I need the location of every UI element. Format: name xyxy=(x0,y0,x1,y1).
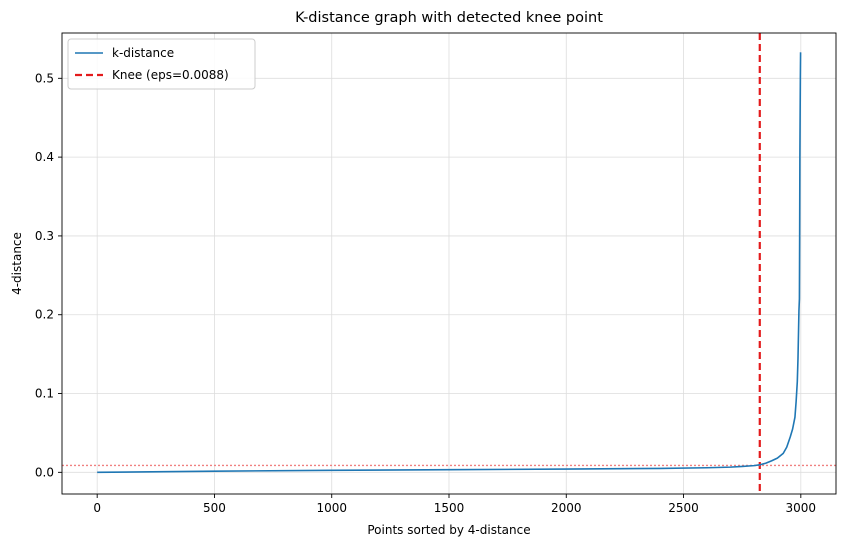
y-tick-label: 0.1 xyxy=(35,387,54,401)
x-tick-label: 0 xyxy=(93,501,101,515)
legend-box xyxy=(67,38,256,90)
x-tick-label: 3000 xyxy=(786,501,817,515)
chart-title: K-distance graph with detected knee poin… xyxy=(295,10,603,26)
y-tick-label: 0.0 xyxy=(35,465,54,479)
y-tick-label: 0.3 xyxy=(35,229,54,243)
x-axis-label: Points sorted by 4-distance xyxy=(367,523,530,537)
series-line-k-distance xyxy=(97,52,802,474)
legend: k-distance Knee (eps=0.0088) xyxy=(67,38,256,90)
x-axis-ticks: 0 500 1000 1500 2000 2500 3000 xyxy=(93,494,816,515)
legend-label-knee: Knee (eps=0.0088) xyxy=(112,68,229,82)
x-tick-label: 2500 xyxy=(668,501,699,515)
y-axis-ticks: 0.0 0.1 0.2 0.3 0.4 0.5 xyxy=(35,71,62,479)
y-tick-label: 0.2 xyxy=(35,308,54,322)
y-tick-label: 0.5 xyxy=(35,71,54,85)
x-tick-label: 500 xyxy=(203,501,226,515)
x-tick-label: 1000 xyxy=(316,501,347,515)
reference-lines xyxy=(62,33,836,494)
series xyxy=(97,52,802,474)
legend-label-k-distance: k-distance xyxy=(112,46,174,60)
y-axis-label: 4-distance xyxy=(10,232,24,295)
x-tick-label: 2000 xyxy=(551,501,582,515)
y-tick-label: 0.4 xyxy=(35,150,54,164)
x-tick-label: 1500 xyxy=(434,501,465,515)
grid xyxy=(62,33,836,494)
